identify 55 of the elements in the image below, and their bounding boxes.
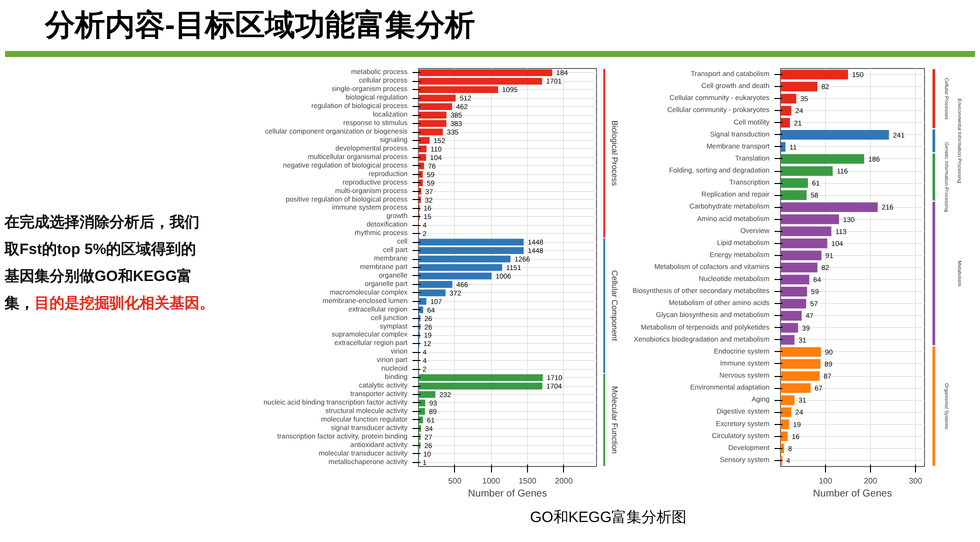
bar	[418, 86, 498, 94]
bar	[780, 359, 821, 369]
x-axis-title: Number of Genes	[813, 488, 892, 500]
x-tick-label: 2000	[554, 476, 574, 486]
bar	[780, 298, 806, 309]
x-axis-title: Number of Genes	[468, 488, 547, 500]
bar	[780, 202, 878, 212]
bar	[780, 274, 810, 284]
bar	[780, 407, 792, 418]
bar	[780, 347, 821, 357]
bar	[780, 106, 792, 116]
text: 分析内容-目标区域功能富集分析	[45, 8, 475, 44]
bar	[780, 335, 794, 345]
text: 基因集分别做GO和KEGG富	[4, 267, 192, 286]
bar	[780, 190, 807, 200]
bar	[780, 118, 790, 128]
bar	[780, 166, 833, 176]
bar	[780, 250, 822, 260]
bar	[780, 226, 832, 236]
text: Cellular Component	[610, 270, 619, 342]
bar	[780, 154, 864, 164]
text: GO和KEGG富集分析图	[530, 508, 687, 528]
x-tick-label: 1000	[482, 476, 501, 486]
bar	[780, 286, 808, 296]
bar	[780, 142, 786, 152]
text: Molecular Function	[610, 386, 619, 454]
bar	[780, 395, 794, 405]
bar	[780, 262, 818, 272]
text: 集，	[4, 295, 34, 312]
bar	[418, 179, 423, 186]
bar	[780, 94, 796, 104]
bar	[780, 432, 788, 442]
x-tick-label: 500	[448, 476, 462, 486]
bar	[780, 238, 828, 248]
x-tick-label: 200	[864, 476, 878, 486]
x-tick-label: 100	[818, 476, 833, 486]
bar	[780, 214, 839, 224]
bar	[780, 130, 889, 140]
bar	[418, 78, 542, 85]
bar	[780, 310, 802, 321]
text: 目的是挖掘驯化相关基因。	[34, 295, 214, 312]
bar	[780, 371, 820, 381]
x-tick-label: 300	[908, 476, 923, 486]
text: 在完成选择消除分析后，我们	[4, 212, 200, 231]
bar	[780, 383, 811, 393]
text: 取Fst的top 5%的区域得到的	[4, 240, 196, 258]
bar	[780, 419, 790, 430]
text: Biological Process	[610, 120, 619, 186]
bar	[418, 69, 552, 76]
bar	[780, 70, 848, 80]
bar	[780, 444, 784, 454]
bar	[780, 322, 798, 333]
bar	[780, 178, 808, 188]
x-tick-label: 1500	[518, 476, 537, 486]
bar	[780, 82, 818, 92]
